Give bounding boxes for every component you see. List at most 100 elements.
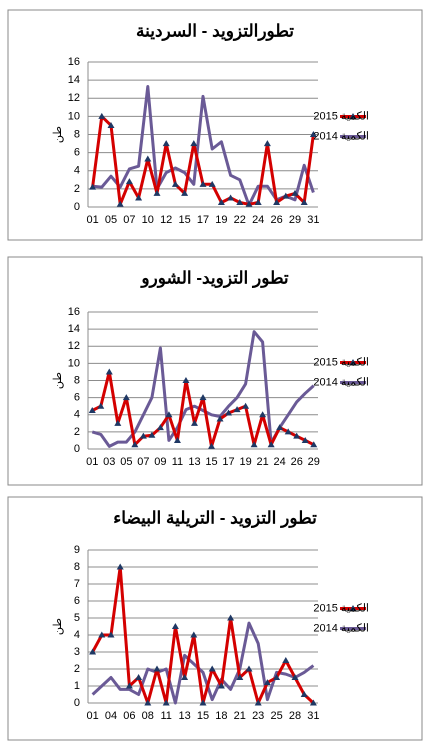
marker [199,180,207,187]
x-tick-label: 21 [234,710,246,722]
legend-label: الكمية 2014 [313,376,369,388]
y-tick-label: 8 [74,561,80,573]
marker [233,406,241,413]
marker [171,180,179,187]
x-tick-label: 31 [307,710,319,722]
marker [148,431,156,438]
marker [208,665,216,672]
x-tick-label: 19 [239,456,251,468]
marker [242,402,250,409]
legend-label: الكمية 2015 [313,110,369,122]
marker [245,200,253,207]
x-tick-label: 12 [160,214,172,226]
y-axis-label: طن [52,372,64,389]
marker [125,682,133,689]
legend-label: الكمية 2014 [313,622,369,634]
y-tick-label: 3 [74,646,80,658]
marker [153,665,161,672]
x-tick-label: 29 [308,456,320,468]
marker [291,189,299,196]
y-tick-label: 0 [74,697,80,709]
legend-marker [349,605,357,611]
x-tick-label: 11 [160,710,171,722]
marker [171,623,179,629]
marker [116,563,124,570]
x-tick-label: 29 [289,214,301,226]
x-tick-label: 24 [252,214,264,226]
legend-label: الكمية 2015 [313,356,369,368]
chart-title: تطورالتزويد - السردينة [136,21,294,41]
marker [144,699,152,706]
marker [245,665,253,672]
marker [181,674,189,680]
chart-frame [7,256,423,486]
y-tick-label: 16 [68,56,80,68]
marker [250,441,258,448]
marker [301,436,309,443]
marker [282,192,290,199]
marker [116,200,124,207]
x-tick-label: 05 [120,456,132,468]
marker [190,419,198,426]
x-tick-label: 13 [188,456,200,468]
marker [310,441,318,448]
marker [139,432,147,439]
marker [135,674,143,680]
marker [190,140,198,147]
marker [291,674,299,680]
x-tick-label: 24 [274,456,286,468]
legend-marker [349,113,357,119]
x-tick-label: 04 [105,710,117,722]
chart-frame [7,9,423,241]
marker [105,368,113,375]
marker [293,432,301,439]
marker [300,198,308,205]
x-tick-label: 13 [178,710,190,722]
x-tick-label: 01 [86,456,98,468]
legend-label: الكمية 2015 [313,602,369,614]
marker [89,183,97,190]
marker [144,155,152,162]
marker [199,394,207,401]
x-tick-label: 17 [197,214,209,226]
x-tick-label: 11 [172,456,183,468]
marker [309,131,317,137]
marker [227,194,235,201]
marker [153,189,161,196]
chart-title: تطور التزويد - التريلية البيضاء [113,508,317,528]
marker [208,442,216,449]
y-tick-label: 10 [68,357,80,369]
x-tick-label: 23 [252,710,264,722]
legend-marker [349,359,357,365]
y-tick-label: 6 [74,595,80,607]
marker [107,631,115,638]
x-tick-label: 31 [307,214,319,226]
marker [122,394,130,401]
x-tick-label: 21 [257,456,269,468]
marker [156,424,164,431]
marker [284,428,292,435]
x-tick-label: 26 [270,214,282,226]
x-tick-label: 07 [137,456,149,468]
x-tick-label: 25 [270,710,282,722]
y-tick-label: 14 [68,74,80,86]
marker [125,178,133,185]
y-axis-label: طن [52,126,64,143]
y-tick-label: 2 [74,183,80,195]
x-tick-label: 19 [215,214,227,226]
marker [199,699,207,706]
x-tick-label: 28 [289,710,301,722]
marker [135,194,143,201]
x-tick-label: 01 [86,710,98,722]
marker [182,377,190,383]
marker [131,441,139,448]
x-tick-label: 07 [123,214,135,226]
y-tick-label: 4 [74,409,80,421]
y-tick-label: 12 [68,92,80,104]
y-tick-label: 8 [74,128,80,140]
y-tick-label: 10 [68,110,80,122]
marker [282,657,290,663]
marker [216,415,224,422]
legend-label: الكمية 2014 [313,130,369,142]
marker [173,436,181,443]
